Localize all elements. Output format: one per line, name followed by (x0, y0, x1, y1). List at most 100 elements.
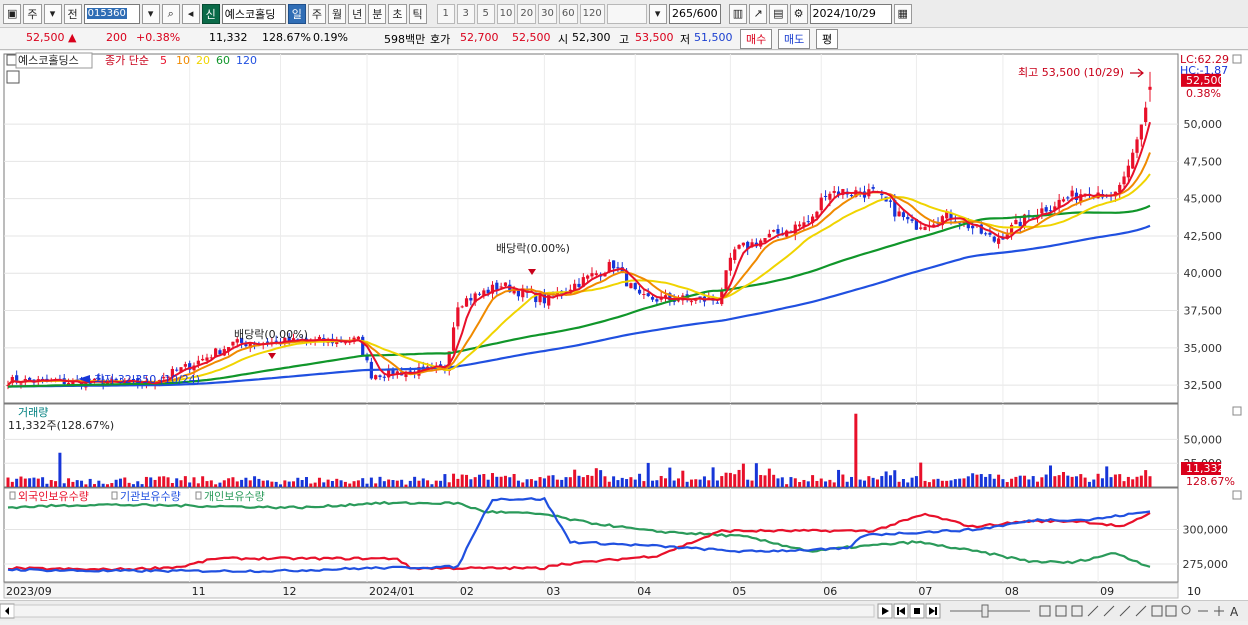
volume-bar (456, 478, 460, 487)
zoom-slider[interactable] (950, 604, 1030, 618)
bottom-scroll-bar[interactable]: A (0, 600, 1248, 621)
chart-area[interactable]: 50,000 47,500 45,000 42,500 40,000 37,500 35,0… (0, 51, 1248, 621)
speaker-icon[interactable]: ◂ (181, 3, 200, 24)
copy-icon[interactable] (1055, 605, 1067, 617)
time-axis-label: 11 (192, 585, 206, 598)
time-axis[interactable] (3, 582, 1179, 599)
volume-bar (776, 478, 780, 487)
volume-bar (837, 469, 841, 487)
buy-button[interactable]: 매수 (740, 29, 773, 49)
calendar-icon[interactable]: ▦ (893, 3, 912, 24)
mode-dropdown-icon[interactable]: ▾ (43, 3, 62, 24)
search-icon[interactable]: ⌕ (161, 3, 180, 24)
time-axis-label: 06 (823, 585, 837, 598)
data-count-field[interactable]: 265/600 (668, 3, 721, 24)
volume-bar (707, 480, 711, 487)
bid-price: 52,500 (512, 31, 551, 44)
grid-toggle-icon[interactable] (6, 70, 20, 84)
period-minute-button[interactable]: 분 (368, 3, 387, 24)
volume-bar (841, 474, 845, 487)
save-icon[interactable]: ▤ (769, 3, 788, 24)
date-field[interactable]: 2024/10/29 (809, 3, 892, 24)
candle-body (1048, 210, 1053, 212)
interval-custom-field[interactable] (606, 3, 647, 24)
period-year-button[interactable]: 년 (348, 3, 367, 24)
new-button[interactable]: 신 (201, 3, 220, 24)
arrow-left-icon (5, 607, 9, 615)
candle-body (923, 226, 927, 230)
interval-60-button[interactable]: 60 (558, 3, 578, 24)
candle-body (508, 284, 512, 293)
candle-body (179, 367, 183, 373)
period-tick-button[interactable]: 틱 (408, 3, 427, 24)
chart-tool-icons[interactable] (1039, 605, 1224, 617)
volume-bar (365, 483, 369, 487)
volume-bar (110, 483, 114, 487)
stock-code-input[interactable]: 015360 (83, 3, 140, 24)
turnover-rate: 0.19% (313, 31, 348, 44)
fib-tool-icon[interactable] (1135, 605, 1147, 617)
time-axis-label: 04 (637, 585, 651, 598)
candle-type-icon[interactable]: ▥ (728, 3, 748, 24)
price-pane-close-icon[interactable] (1232, 54, 1242, 64)
candle-body (945, 210, 949, 219)
low-arrow-icon (78, 375, 90, 383)
volume-bar (356, 480, 360, 487)
candle-body (361, 336, 365, 356)
gear-icon[interactable]: ⚙ (789, 3, 808, 24)
volume-pane-close-icon[interactable] (1232, 406, 1242, 416)
volume-bar (785, 484, 789, 487)
font-size-icon[interactable]: A (1230, 605, 1239, 619)
interval-120-button[interactable]: 120 (579, 3, 605, 24)
mode-main-button[interactable]: 주 (23, 3, 42, 24)
layout-icon[interactable] (1039, 605, 1051, 617)
interval-dropdown-icon[interactable]: ▾ (648, 3, 667, 24)
holdings-pane[interactable] (3, 487, 1179, 583)
interval-30-button[interactable]: 30 (538, 3, 557, 24)
chart-canvas[interactable]: 50,000 47,500 45,000 42,500 40,000 37,500 35,0… (0, 51, 1248, 601)
evaluate-button[interactable]: 평 (816, 29, 839, 49)
interval-10-button[interactable]: 10 (496, 3, 516, 24)
volume-bar (114, 479, 118, 487)
stock-name-field[interactable]: 예스코홀딩 (221, 3, 286, 24)
candle-body (798, 224, 802, 227)
zoom-slider-thumb[interactable] (981, 604, 989, 618)
candle-body (590, 273, 594, 277)
volume-pane[interactable] (3, 403, 1179, 488)
volume-bar (326, 479, 330, 487)
quote-bar: 52,500 ▲ 200 +0.38% 11,332 128.67% 0.19%… (0, 28, 1248, 50)
volume-bar (123, 477, 127, 487)
period-day-button[interactable]: 일 (287, 3, 306, 24)
volume-bar (361, 478, 365, 487)
zoom-icon[interactable] (1181, 605, 1191, 615)
ray-tool-icon[interactable] (1103, 605, 1115, 617)
print-icon[interactable] (1071, 605, 1083, 617)
rect-tool-icon[interactable] (1151, 605, 1163, 617)
price-pane[interactable] (3, 53, 1179, 404)
volume-bar (646, 462, 650, 487)
sell-button[interactable]: 매도 (778, 29, 811, 49)
period-week-button[interactable]: 주 (307, 3, 327, 24)
interval-3-button[interactable]: 3 (456, 3, 475, 24)
trend-tool-icon[interactable] (1119, 605, 1131, 617)
mode-prev-button[interactable]: 전 (63, 3, 82, 24)
code-dropdown-icon[interactable]: ▾ (141, 3, 160, 24)
volume-bar (400, 479, 404, 487)
zoom-in-icon[interactable] (1214, 606, 1224, 616)
line-tool-icon[interactable] (1087, 605, 1099, 617)
candle-body (499, 286, 503, 288)
holdings-legend-marker (195, 491, 202, 500)
interval-5-button[interactable]: 5 (476, 3, 495, 24)
scroll-track[interactable] (13, 604, 875, 618)
volume-bar (659, 475, 663, 487)
volume-bar (919, 462, 923, 487)
period-month-button[interactable]: 월 (328, 3, 347, 24)
period-second-button[interactable]: 초 (388, 3, 407, 24)
holdings-pane-close-icon[interactable] (1232, 490, 1242, 500)
draw-tool-icon[interactable]: ↗ (749, 3, 768, 24)
chart-menu-icon[interactable]: ▣ (3, 3, 22, 24)
interval-20-button[interactable]: 20 (517, 3, 537, 24)
candle-body (395, 371, 399, 374)
erase-tool-icon[interactable] (1165, 605, 1177, 617)
interval-1-button[interactable]: 1 (436, 3, 455, 24)
